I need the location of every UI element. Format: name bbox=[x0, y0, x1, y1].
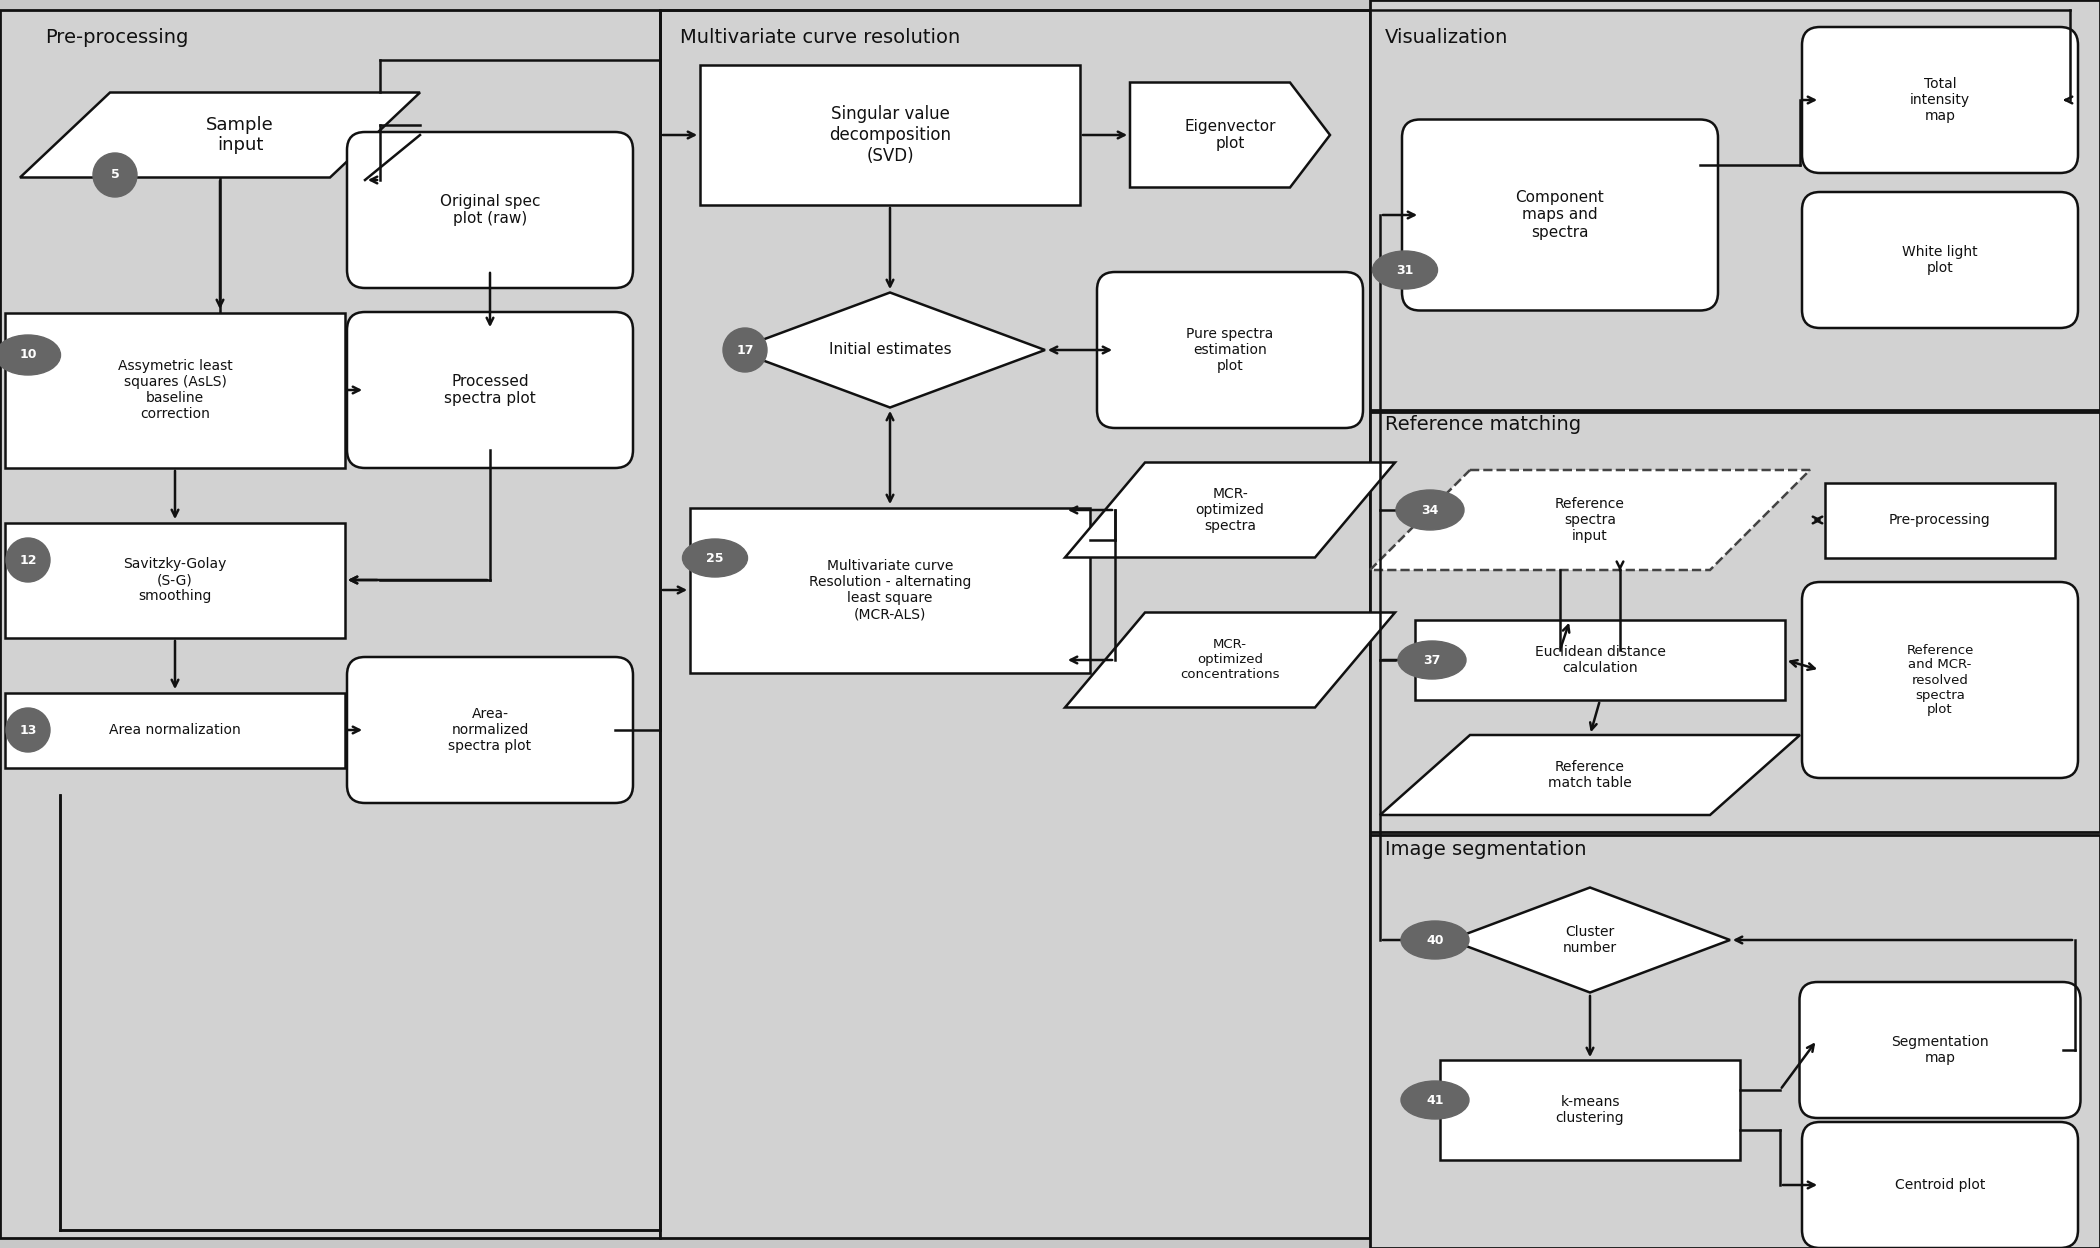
Text: Processed
spectra plot: Processed spectra plot bbox=[443, 374, 536, 406]
FancyBboxPatch shape bbox=[1802, 1122, 2079, 1248]
FancyBboxPatch shape bbox=[659, 10, 1369, 1238]
Text: MCR-
optimized
concentrations: MCR- optimized concentrations bbox=[1180, 639, 1279, 681]
Text: 13: 13 bbox=[19, 724, 36, 736]
Text: Visualization: Visualization bbox=[1386, 27, 1508, 47]
FancyBboxPatch shape bbox=[4, 312, 344, 468]
FancyBboxPatch shape bbox=[1369, 412, 2100, 832]
Ellipse shape bbox=[682, 539, 748, 577]
FancyBboxPatch shape bbox=[0, 10, 659, 1238]
Text: Original spec
plot (raw): Original spec plot (raw) bbox=[439, 193, 540, 226]
Ellipse shape bbox=[1396, 490, 1464, 530]
Text: Area-
normalized
spectra plot: Area- normalized spectra plot bbox=[449, 706, 531, 754]
Polygon shape bbox=[1380, 735, 1800, 815]
Text: 37: 37 bbox=[1424, 654, 1441, 666]
Text: 25: 25 bbox=[706, 552, 724, 564]
Text: Reference
spectra
input: Reference spectra input bbox=[1556, 497, 1625, 543]
FancyBboxPatch shape bbox=[346, 312, 632, 468]
FancyBboxPatch shape bbox=[346, 656, 632, 802]
Ellipse shape bbox=[0, 334, 61, 374]
FancyBboxPatch shape bbox=[1369, 835, 2100, 1248]
FancyBboxPatch shape bbox=[1800, 982, 2081, 1118]
FancyBboxPatch shape bbox=[1441, 1060, 1741, 1159]
Text: 5: 5 bbox=[111, 168, 120, 181]
FancyBboxPatch shape bbox=[699, 65, 1079, 205]
Polygon shape bbox=[1065, 613, 1394, 708]
Text: Pure spectra
estimation
plot: Pure spectra estimation plot bbox=[1186, 327, 1273, 373]
Text: 12: 12 bbox=[19, 554, 38, 567]
Text: Reference
match table: Reference match table bbox=[1548, 760, 1632, 790]
FancyBboxPatch shape bbox=[346, 132, 632, 288]
Text: Pre-processing: Pre-processing bbox=[1890, 513, 1991, 527]
FancyBboxPatch shape bbox=[1096, 272, 1363, 428]
Text: Euclidean distance
calculation: Euclidean distance calculation bbox=[1535, 645, 1665, 675]
Ellipse shape bbox=[1401, 921, 1470, 958]
Polygon shape bbox=[21, 92, 420, 177]
Text: Multivariate curve
Resolution - alternating
least square
(MCR-ALS): Multivariate curve Resolution - alternat… bbox=[808, 559, 970, 622]
Text: Centroid plot: Centroid plot bbox=[1894, 1178, 1984, 1192]
Text: Pre-processing: Pre-processing bbox=[44, 27, 189, 47]
Text: 31: 31 bbox=[1396, 263, 1413, 277]
Text: Segmentation
map: Segmentation map bbox=[1892, 1035, 1989, 1065]
Text: Component
maps and
spectra: Component maps and spectra bbox=[1516, 190, 1604, 240]
Text: Reference matching: Reference matching bbox=[1386, 416, 1581, 434]
FancyBboxPatch shape bbox=[4, 523, 344, 638]
Text: Initial estimates: Initial estimates bbox=[830, 342, 951, 357]
FancyBboxPatch shape bbox=[1802, 27, 2079, 173]
FancyBboxPatch shape bbox=[1802, 192, 2079, 328]
Circle shape bbox=[722, 328, 766, 372]
Circle shape bbox=[6, 538, 50, 582]
FancyBboxPatch shape bbox=[1415, 620, 1785, 700]
FancyBboxPatch shape bbox=[1369, 0, 2100, 411]
FancyBboxPatch shape bbox=[1802, 582, 2079, 778]
Ellipse shape bbox=[1373, 251, 1439, 290]
Ellipse shape bbox=[1399, 641, 1466, 679]
Text: 40: 40 bbox=[1426, 934, 1445, 946]
Text: Sample
input: Sample input bbox=[206, 116, 273, 155]
Circle shape bbox=[92, 154, 136, 197]
Polygon shape bbox=[1065, 463, 1394, 558]
Ellipse shape bbox=[1401, 1081, 1470, 1119]
Text: Singular value
decomposition
(SVD): Singular value decomposition (SVD) bbox=[830, 105, 951, 165]
Text: Eigenvector
plot: Eigenvector plot bbox=[1184, 119, 1277, 151]
Polygon shape bbox=[735, 292, 1046, 408]
Polygon shape bbox=[1449, 887, 1730, 992]
FancyBboxPatch shape bbox=[1403, 120, 1718, 311]
Text: Multivariate curve resolution: Multivariate curve resolution bbox=[680, 27, 960, 47]
FancyBboxPatch shape bbox=[1825, 483, 2056, 558]
Text: Assymetric least
squares (AsLS)
baseline
correction: Assymetric least squares (AsLS) baseline… bbox=[118, 358, 233, 422]
Polygon shape bbox=[1130, 82, 1329, 187]
Text: Area normalization: Area normalization bbox=[109, 723, 242, 738]
Text: Savitzky-Golay
(S-G)
smoothing: Savitzky-Golay (S-G) smoothing bbox=[124, 557, 227, 603]
Text: 17: 17 bbox=[737, 343, 754, 357]
Text: Total
intensity
map: Total intensity map bbox=[1909, 77, 1970, 124]
Circle shape bbox=[6, 708, 50, 753]
Text: 10: 10 bbox=[19, 348, 38, 362]
FancyBboxPatch shape bbox=[691, 508, 1090, 673]
Text: MCR-
optimized
spectra: MCR- optimized spectra bbox=[1195, 487, 1264, 533]
Text: 34: 34 bbox=[1422, 503, 1438, 517]
Text: k-means
clustering: k-means clustering bbox=[1556, 1094, 1623, 1126]
Text: Reference
and MCR-
resolved
spectra
plot: Reference and MCR- resolved spectra plot bbox=[1907, 644, 1974, 716]
Text: Image segmentation: Image segmentation bbox=[1386, 840, 1586, 859]
Text: Cluster
number: Cluster number bbox=[1562, 925, 1617, 955]
Text: White light
plot: White light plot bbox=[1903, 245, 1978, 275]
Polygon shape bbox=[1369, 470, 1810, 570]
FancyBboxPatch shape bbox=[4, 693, 344, 768]
Text: 41: 41 bbox=[1426, 1093, 1445, 1107]
